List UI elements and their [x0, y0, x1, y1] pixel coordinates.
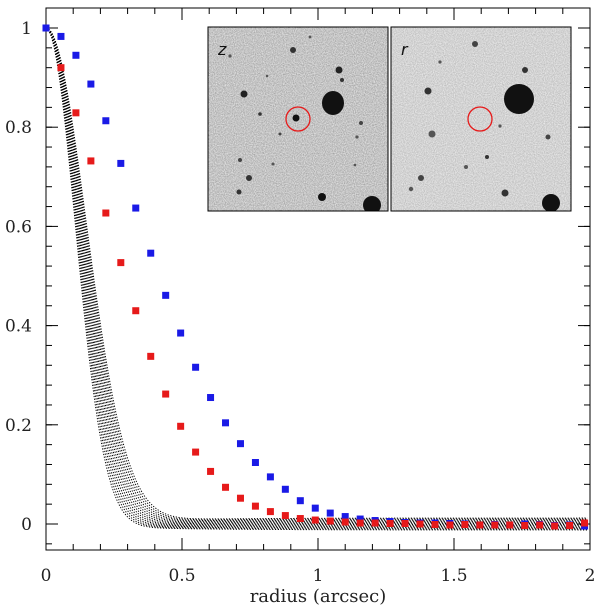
red-point	[341, 518, 349, 526]
blue-point	[296, 497, 304, 505]
envelope-curve	[46, 27, 588, 531]
envelope-curve	[46, 27, 588, 521]
axis-ticks: 0 0.5 1 1.5 2 0 0.2 0.4 0.6 0.8 1	[5, 8, 595, 586]
red-point	[177, 422, 185, 430]
x-tick-label: 2	[585, 566, 596, 586]
red-point	[476, 521, 484, 529]
red-point	[207, 467, 215, 475]
x-tick-label: 1.5	[440, 566, 467, 586]
inset-label-z: z	[217, 40, 227, 59]
red-point	[506, 521, 514, 529]
blue-point	[356, 515, 364, 523]
red-point	[296, 515, 304, 523]
envelope-curve	[46, 27, 588, 522]
blue-point	[177, 329, 185, 337]
envelope-curve	[46, 27, 588, 528]
red-series	[57, 64, 589, 530]
red-point	[236, 494, 244, 502]
blue-point	[117, 159, 125, 167]
y-tick-label: 0.8	[5, 118, 32, 138]
x-axis-title: radius (arcsec)	[250, 586, 387, 607]
red-point	[461, 521, 469, 528]
blue-point	[147, 249, 155, 257]
envelope-curve	[46, 27, 588, 525]
blue-point	[207, 394, 215, 402]
red-point	[356, 519, 364, 527]
red-point	[371, 519, 379, 527]
blue-point	[87, 80, 95, 88]
red-point	[326, 517, 334, 525]
blue-point	[251, 459, 259, 466]
blue-point	[326, 509, 334, 517]
blue-point	[311, 504, 319, 512]
red-point	[551, 522, 559, 530]
envelope-curve	[46, 27, 588, 530]
blue-point	[341, 513, 349, 521]
blue-point	[266, 473, 274, 481]
y-tick-label: 0.2	[5, 416, 32, 436]
red-point	[222, 483, 230, 491]
red-point	[566, 521, 574, 529]
x-tick-label: 1	[313, 566, 324, 586]
red-point	[416, 520, 424, 528]
y-tick-label: 0.6	[5, 217, 32, 237]
red-point	[521, 521, 529, 529]
blue-point	[57, 32, 65, 40]
y-tick-label: 0	[21, 515, 32, 535]
blue-point	[102, 117, 110, 125]
red-point	[117, 259, 125, 267]
blue-point	[281, 485, 289, 493]
y-tick-label: 1	[21, 19, 32, 39]
red-point	[147, 352, 155, 360]
red-point	[251, 502, 259, 510]
red-point	[491, 521, 499, 529]
red-point	[87, 157, 95, 165]
red-point	[132, 307, 140, 315]
red-point	[266, 508, 274, 516]
red-point	[446, 521, 454, 529]
blue-point	[162, 291, 170, 299]
red-point	[431, 521, 439, 528]
red-point	[162, 390, 170, 398]
red-point	[72, 109, 80, 117]
x-tick-label: 0.5	[168, 566, 195, 586]
target-circle-r	[467, 106, 493, 132]
blue-point	[132, 204, 140, 212]
envelope-curve	[46, 27, 588, 525]
inset-r: r	[390, 26, 572, 212]
blue-point	[236, 440, 244, 448]
red-point	[536, 521, 544, 529]
red-point	[386, 520, 394, 527]
blue-point	[222, 419, 230, 427]
inset-z: z	[207, 26, 389, 212]
inset-label-r: r	[401, 40, 409, 59]
x-tick-label: 0	[41, 566, 52, 586]
blue-point	[42, 24, 50, 32]
target-circle-z	[285, 106, 311, 132]
red-point	[401, 520, 409, 527]
red-point	[57, 64, 65, 72]
blue-point	[192, 363, 200, 371]
y-tick-label: 0.4	[5, 317, 32, 337]
red-point	[192, 448, 200, 456]
envelope-curve	[46, 27, 588, 529]
blue-point	[72, 51, 80, 59]
red-point	[281, 512, 289, 520]
red-point	[102, 209, 110, 217]
red-point	[311, 516, 319, 524]
red-point	[581, 519, 589, 527]
